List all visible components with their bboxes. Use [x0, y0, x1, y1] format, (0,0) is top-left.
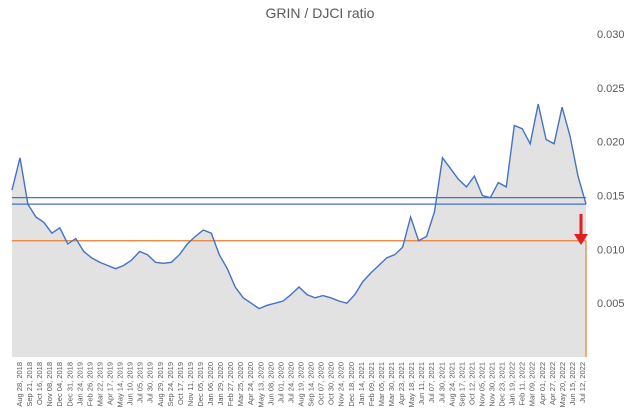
- x-tick-label: Apr 23, 2021: [397, 362, 406, 405]
- x-tick-label: Jul 30, 2019: [146, 362, 155, 403]
- x-tick-label: Jul 07, 2021: [427, 362, 436, 403]
- x-tick-label: Jan 29, 2020: [216, 362, 225, 405]
- x-tick-label: Oct 16, 2018: [35, 362, 44, 405]
- x-tick-label: Jan 06, 2020: [206, 362, 215, 405]
- x-tick-label: Apr 17, 2019: [106, 362, 115, 405]
- x-tick-label: Jul 05, 2019: [136, 362, 145, 403]
- series-lines: [11, 103, 587, 310]
- annotations: [574, 214, 588, 245]
- x-tick-label: Jun 15, 2022: [568, 362, 577, 405]
- x-tick-label: Nov 30, 2021: [488, 362, 497, 407]
- x-tick-label: May 14, 2019: [116, 362, 125, 407]
- series-area: [12, 104, 586, 357]
- x-tick-label: Aug 29, 2019: [156, 362, 165, 407]
- x-tick-label: Dec 18, 2020: [347, 362, 356, 407]
- area-layer: [12, 104, 586, 357]
- x-tick-label: Jul 01, 2020: [276, 362, 285, 403]
- x-tick-label: Jul 24, 2020: [286, 362, 295, 403]
- x-tick-label: Nov 08, 2018: [45, 362, 54, 407]
- x-axis-ticks: Aug 28, 2018 Sep 21, 2018 Oct 16, 2018 Nov …: [15, 362, 587, 407]
- x-tick-label: Jul 30, 2021: [437, 362, 446, 403]
- y-tick-label: 0.020: [597, 137, 625, 149]
- y-tick-label: 0.005: [597, 298, 625, 310]
- x-tick-label: Feb 11, 2022: [518, 362, 527, 406]
- x-tick-label: Jul 12, 2022: [578, 362, 587, 403]
- y-tick-label: 0.015: [597, 191, 625, 203]
- x-tick-label: Oct 30, 2020: [327, 362, 336, 405]
- x-tick-label: Aug 24, 2021: [447, 362, 456, 407]
- x-tick-label: Sep 17, 2021: [457, 362, 466, 407]
- x-tick-label: Nov 11, 2019: [186, 362, 195, 406]
- x-tick-label: Sep 14, 2020: [307, 362, 316, 407]
- x-tick-label: Oct 17, 2019: [176, 362, 185, 405]
- x-tick-label: Nov 05, 2021: [478, 362, 487, 407]
- x-tick-label: Feb 09, 2021: [367, 362, 376, 406]
- x-tick-label: Feb 27, 2020: [226, 362, 235, 406]
- x-tick-label: Apr 27, 2022: [548, 362, 557, 405]
- x-tick-label: Mar 25, 2020: [236, 362, 245, 406]
- arrow-down-icon: [574, 234, 588, 245]
- x-tick-label: Sep 21, 2018: [25, 362, 34, 407]
- x-tick-label: May 13, 2020: [256, 362, 265, 407]
- x-tick-label: Mar 05, 2021: [377, 362, 386, 406]
- series-line: [11, 103, 587, 310]
- x-tick-label: Jan 24, 2019: [75, 362, 84, 405]
- x-tick-label: Oct 07, 2020: [317, 362, 326, 405]
- y-axis-ticks: 0.030 0.025 0.020 0.015 0.010 0.005: [597, 29, 625, 310]
- x-tick-label: Mar 09, 2022: [528, 362, 537, 406]
- y-tick-label: 0.030: [597, 29, 625, 41]
- x-tick-label: Apr 24, 2020: [246, 362, 255, 405]
- x-tick-label: Aug 19, 2020: [297, 362, 306, 407]
- x-tick-label: Feb 26, 2019: [85, 362, 94, 406]
- x-tick-label: Dec 04, 2018: [55, 362, 64, 407]
- x-tick-label: Jun 10, 2019: [126, 362, 135, 405]
- y-tick-label: 0.010: [597, 244, 625, 256]
- x-tick-label: Jun 08, 2020: [266, 362, 275, 405]
- x-tick-label: Nov 24, 2020: [337, 362, 346, 407]
- chart-title: GRIN / DJCI ratio: [266, 5, 375, 21]
- x-tick-label: Apr 01, 2022: [538, 362, 547, 405]
- x-tick-label: Dec 23, 2021: [498, 362, 507, 407]
- x-tick-label: Aug 28, 2018: [15, 362, 24, 407]
- x-tick-label: May 20, 2022: [558, 362, 567, 407]
- x-tick-label: Sep 24, 2019: [166, 362, 175, 407]
- y-tick-label: 0.025: [597, 83, 625, 95]
- x-tick-label: Mar 30, 2021: [387, 362, 396, 406]
- x-tick-label: Dec 31, 2018: [65, 362, 74, 407]
- x-tick-label: Jun 11, 2021: [417, 362, 426, 405]
- x-tick-label: Mar 22, 2019: [95, 362, 104, 406]
- x-tick-label: Jan 14, 2021: [357, 362, 366, 405]
- x-tick-label: Jan 19, 2022: [508, 362, 517, 405]
- x-tick-label: May 18, 2021: [407, 362, 416, 407]
- x-tick-label: Oct 12, 2021: [467, 362, 476, 405]
- x-tick-label: Dec 05, 2019: [196, 362, 205, 407]
